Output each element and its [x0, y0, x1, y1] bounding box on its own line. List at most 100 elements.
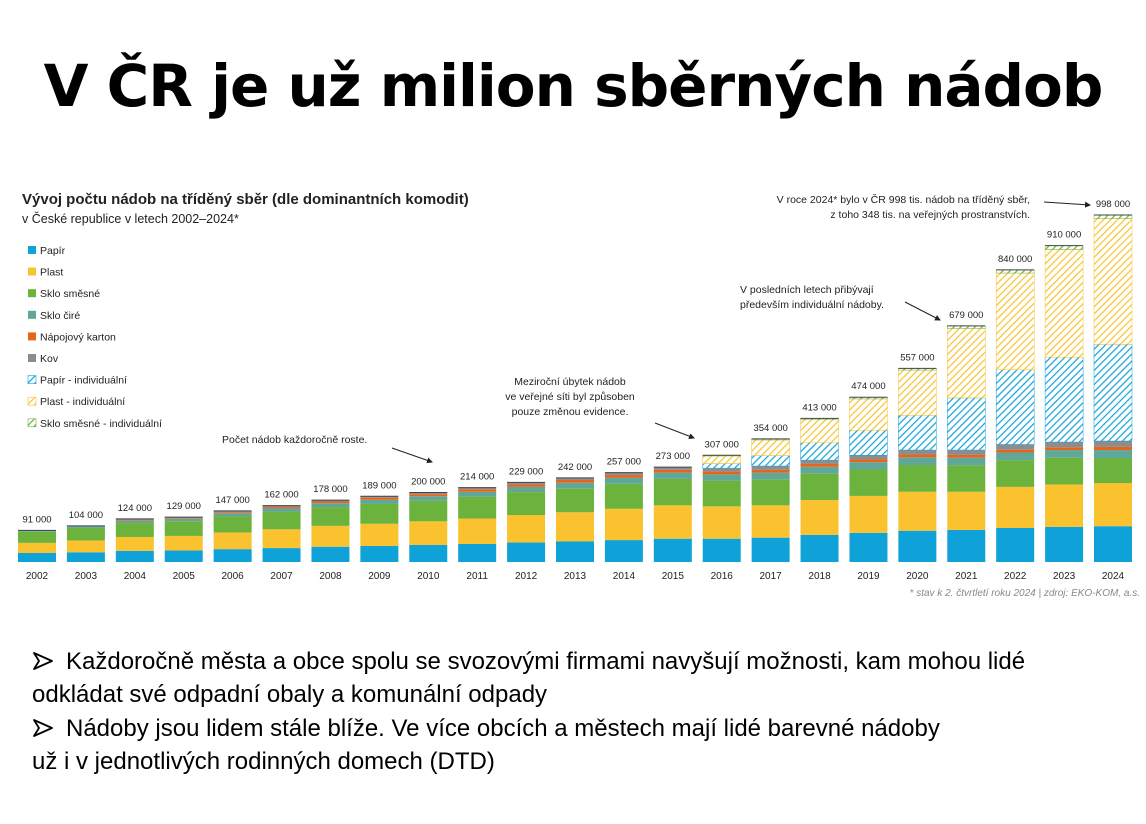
bar-segment [18, 531, 56, 543]
bar-segment [604, 540, 643, 562]
bar-segment [507, 542, 546, 562]
legend-label: Sklo směsné [40, 288, 100, 300]
total-label: 91 000 [22, 514, 51, 525]
legend-label: Nápojový karton [40, 331, 116, 343]
x-tick-label: 2019 [857, 571, 880, 582]
bar-segment [164, 517, 203, 519]
bar-segment [556, 479, 594, 483]
bar-segment [18, 542, 56, 553]
total-label: 557 000 [900, 352, 934, 363]
bar-segment [702, 506, 741, 539]
bar-segment [1044, 356, 1084, 443]
annotation: Počet nádob každoročně roste. [222, 434, 367, 446]
bar-segment [115, 520, 154, 521]
bar-segment [849, 398, 888, 431]
bar-segment [800, 466, 839, 474]
x-tick-label: 2017 [760, 571, 783, 582]
bar-segment [898, 530, 937, 562]
annotation: V posledních letech přibývají [740, 284, 874, 296]
annotation: především individuální nádoby. [740, 299, 884, 311]
bar-segment [1045, 484, 1084, 527]
x-tick-label: 2015 [662, 571, 685, 582]
bar-segment [1045, 442, 1084, 448]
chart-subtitle: v České republice v letech 2002–2024* [22, 211, 239, 226]
bar-segment [115, 520, 154, 524]
bar-segment [947, 397, 986, 451]
bar-segment [849, 532, 888, 562]
bar-segment [1094, 458, 1132, 484]
bullet-arrow [33, 719, 53, 737]
bullet-line: odkládat své odpadní obaly a komunální o… [32, 678, 1025, 711]
bar-segment [360, 497, 399, 500]
bar-segment [311, 500, 350, 502]
bar-segment [996, 444, 1035, 450]
bar-segment [164, 518, 203, 519]
bar-segment [947, 491, 986, 531]
bar-segment [262, 529, 301, 549]
bar-segment [702, 455, 741, 464]
x-tick-label: 2023 [1053, 571, 1076, 582]
bar-segment [311, 507, 350, 526]
bar-segment [1093, 214, 1133, 219]
bar-segment [702, 463, 741, 469]
bar-segment [1094, 441, 1132, 447]
x-tick-label: 2009 [368, 571, 391, 582]
bar-segment [409, 492, 448, 495]
total-label: 307 000 [705, 439, 739, 450]
bar-segment [800, 473, 839, 501]
bar-segment [604, 477, 643, 484]
x-tick-label: 2010 [417, 571, 440, 582]
bar-segment [996, 486, 1035, 528]
legend-label: Papír - individuální [40, 375, 127, 387]
bar-segment [996, 527, 1035, 562]
total-label: 474 000 [851, 381, 885, 392]
annotation-arrow [904, 301, 941, 321]
bar-segment [458, 496, 497, 519]
bar-segment [604, 475, 643, 478]
x-tick-label: 2004 [124, 571, 147, 582]
bar-segment [409, 494, 448, 497]
bar-segment [751, 469, 790, 473]
annotation: Meziroční úbytek nádob [514, 376, 626, 388]
bar-segment [653, 538, 692, 562]
bar-segment [458, 543, 497, 562]
annotation: V roce 2024* bylo v ČR 998 tis. nádob na… [777, 193, 1030, 206]
legend-swatch [28, 332, 36, 341]
total-label: 200 000 [411, 476, 445, 487]
bar-segment [898, 450, 937, 455]
bar-segment [507, 486, 546, 493]
total-label: 354 000 [753, 423, 787, 434]
x-tick-label: 2013 [564, 571, 587, 582]
bar-segment [360, 499, 399, 504]
bar-segment [947, 454, 986, 458]
bullet-text: Nádoby jsou lidem stále blíže. Ve více o… [66, 715, 940, 742]
bar-segment [849, 462, 888, 470]
bar-segment [360, 503, 399, 524]
bar-segment [164, 518, 203, 522]
bar-segment [800, 534, 839, 562]
bar-segment [1045, 526, 1084, 562]
bar-segment [849, 459, 888, 463]
bar-segment [751, 505, 790, 538]
bar-segment [849, 429, 888, 456]
x-tick-label: 2024 [1102, 571, 1125, 582]
bar-segment [311, 501, 350, 504]
total-label: 413 000 [802, 402, 836, 413]
bar-segment [556, 512, 594, 542]
bar-segment [947, 457, 986, 466]
x-tick-label: 2005 [173, 571, 196, 582]
bar-segment [507, 482, 546, 485]
bar-segment [556, 477, 594, 480]
bar-segment [653, 467, 692, 470]
annotation: ve veřejné síti byl způsoben [505, 391, 635, 403]
x-tick-label: 2003 [75, 571, 98, 582]
legend-swatch [28, 246, 36, 254]
total-label: 129 000 [167, 501, 201, 512]
x-tick-label: 2006 [222, 571, 245, 582]
total-label: 242 000 [558, 462, 592, 473]
bar-segment [213, 512, 252, 514]
bar-segment [458, 491, 497, 497]
bar-segment [604, 508, 643, 541]
total-label: 840 000 [998, 254, 1032, 265]
